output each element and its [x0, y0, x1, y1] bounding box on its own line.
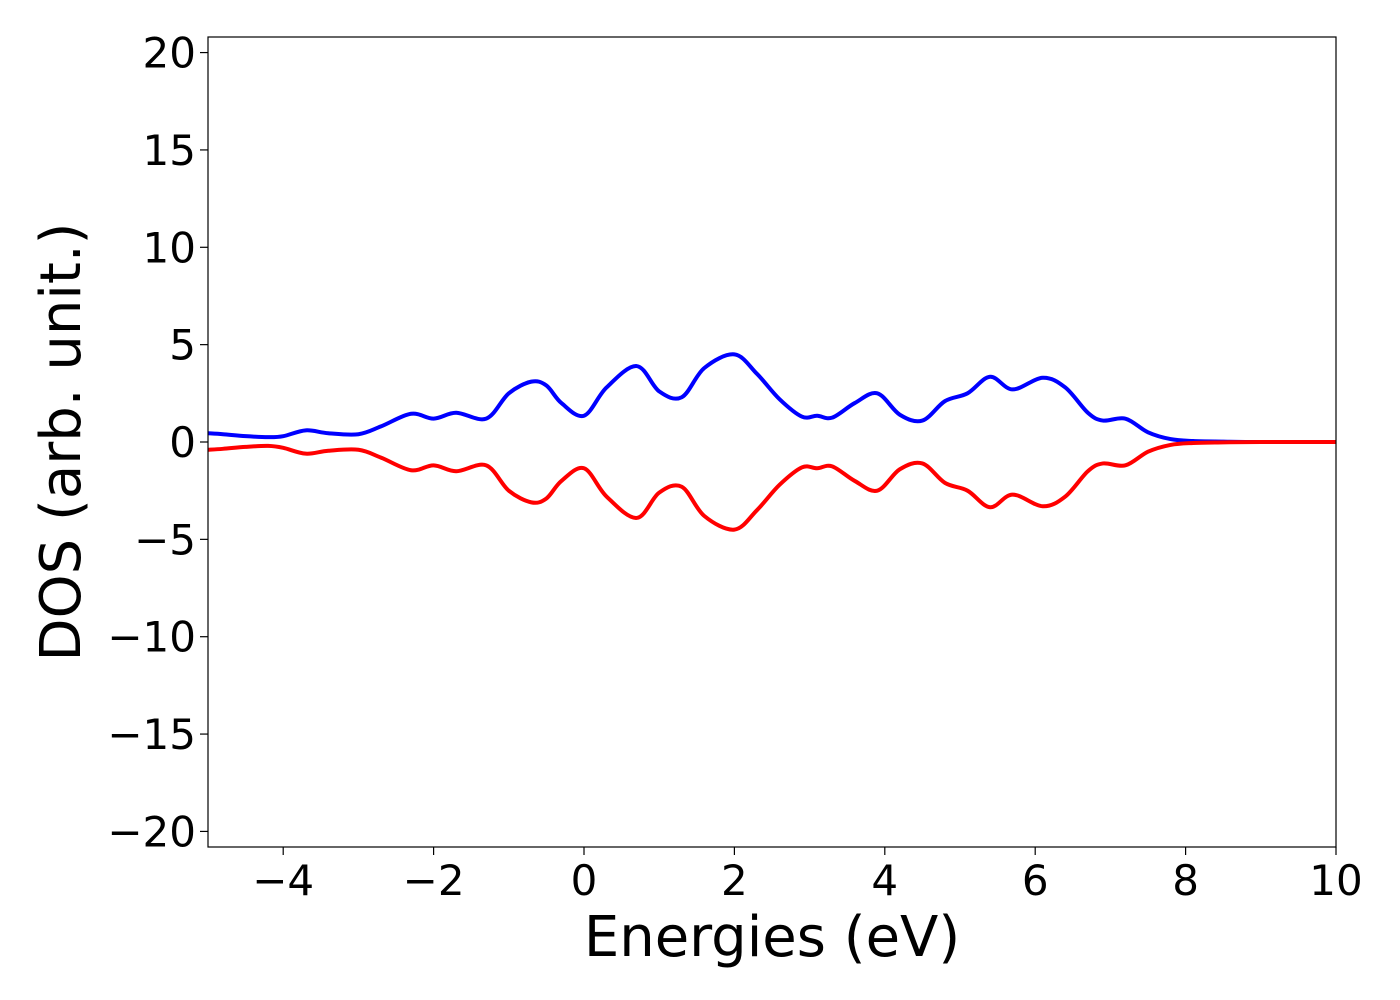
plot-lines — [208, 352, 1336, 532]
y-tick-label: 15 — [143, 126, 196, 175]
x-tick-label: −2 — [403, 856, 465, 905]
x-tick-label: 4 — [871, 856, 898, 905]
x-ticks: −4 −2 0 2 4 6 8 10 — [252, 847, 1363, 905]
x-tick-label: 10 — [1309, 856, 1362, 905]
y-axis-label: DOS (arb. unit.) — [29, 222, 94, 661]
x-tick-label: 2 — [721, 856, 748, 905]
y-tick-label: −20 — [107, 807, 196, 856]
x-tick-label: 0 — [571, 856, 598, 905]
y-tick-label: 10 — [143, 223, 196, 272]
y-ticks: −20 −15 −10 −5 0 5 10 15 20 — [107, 29, 208, 856]
y-tick-label: 0 — [169, 418, 196, 467]
y-tick-label: 5 — [169, 321, 196, 370]
y-tick-label: −15 — [107, 710, 196, 759]
dos-line-red — [208, 439, 1336, 532]
y-tick-label: 20 — [143, 29, 196, 78]
y-tick-label: −10 — [107, 613, 196, 662]
x-axis-label: Energies (eV) — [584, 905, 960, 970]
x-tick-label: 6 — [1022, 856, 1049, 905]
x-tick-label: −4 — [252, 856, 314, 905]
x-tick-label: 8 — [1172, 856, 1199, 905]
plot-frame — [207, 36, 1337, 848]
dos-line-blue — [208, 352, 1336, 445]
y-tick-label: −5 — [134, 515, 196, 564]
